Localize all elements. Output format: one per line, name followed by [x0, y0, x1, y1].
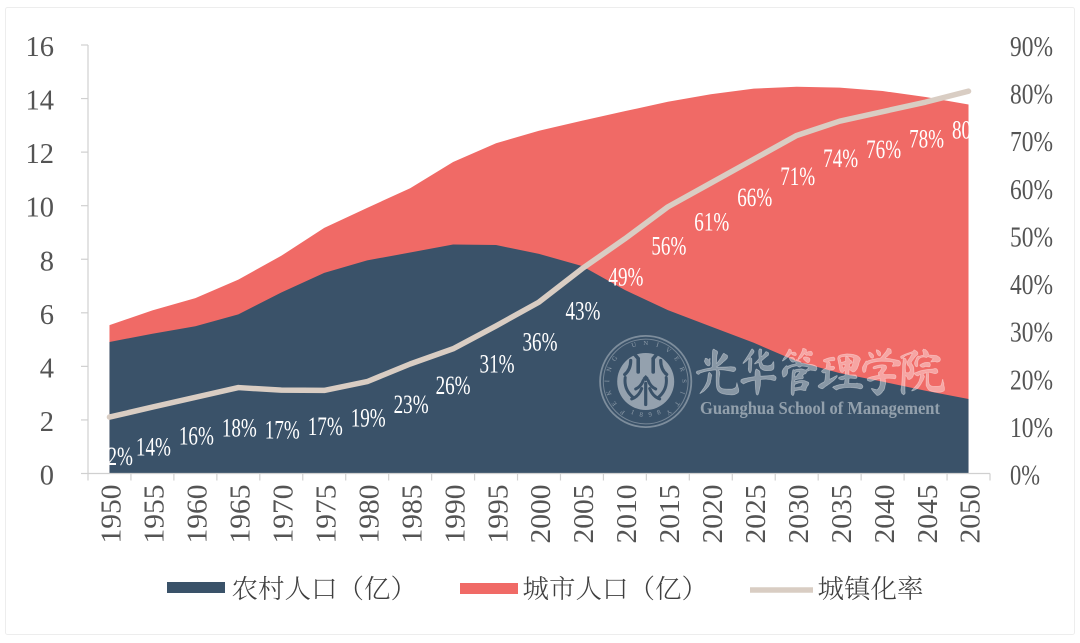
svg-text:23%: 23% [394, 390, 429, 419]
svg-text:19%: 19% [351, 403, 386, 432]
svg-text:43%: 43% [565, 297, 600, 326]
svg-text:8: 8 [656, 409, 662, 417]
svg-text:2030: 2030 [783, 485, 815, 544]
svg-text:50%: 50% [1010, 222, 1053, 253]
svg-text:12: 12 [26, 139, 55, 170]
svg-text:71%: 71% [780, 162, 815, 191]
svg-text:36%: 36% [523, 327, 558, 356]
svg-text:2035: 2035 [826, 485, 858, 544]
svg-text:N: N [643, 340, 648, 347]
svg-text:2015: 2015 [654, 485, 686, 544]
svg-text:G: G [611, 355, 620, 363]
svg-text:1995: 1995 [482, 485, 514, 544]
svg-text:14: 14 [26, 86, 55, 117]
svg-text:I: I [678, 391, 685, 395]
svg-text:2025: 2025 [740, 485, 772, 544]
svg-text:17%: 17% [265, 415, 300, 444]
svg-text:1970: 1970 [267, 485, 299, 544]
svg-text:49%: 49% [608, 263, 643, 292]
svg-text:40%: 40% [1010, 270, 1053, 301]
svg-text:61%: 61% [694, 207, 729, 236]
svg-text:1965: 1965 [225, 485, 257, 544]
svg-text:31%: 31% [480, 350, 515, 379]
svg-text:T: T [673, 400, 681, 407]
svg-text:12%: 12% [98, 442, 133, 471]
svg-text:1955: 1955 [139, 485, 171, 544]
svg-text:18%: 18% [222, 413, 257, 442]
svg-text:2: 2 [40, 407, 54, 438]
svg-text:6: 6 [40, 300, 54, 331]
svg-text:2040: 2040 [869, 485, 901, 544]
svg-text:1975: 1975 [310, 485, 342, 544]
svg-text:74%: 74% [823, 144, 858, 173]
svg-text:20%: 20% [1010, 365, 1053, 396]
svg-text:P: P [619, 408, 626, 416]
svg-text:90%: 90% [1010, 32, 1053, 63]
svg-text:78%: 78% [909, 125, 944, 154]
svg-text:1: 1 [629, 409, 635, 417]
svg-text:K: K [605, 389, 613, 396]
svg-text:8: 8 [40, 246, 54, 277]
svg-text:30%: 30% [1010, 318, 1053, 349]
svg-text:0%: 0% [1010, 461, 1040, 492]
svg-text:76%: 76% [866, 135, 901, 164]
svg-text:2010: 2010 [611, 485, 643, 544]
svg-text:1980: 1980 [353, 485, 385, 544]
svg-text:1990: 1990 [439, 485, 471, 544]
svg-text:16%: 16% [179, 422, 214, 451]
svg-text:14%: 14% [136, 432, 171, 461]
svg-text:70%: 70% [1010, 127, 1053, 158]
svg-text:2050: 2050 [955, 485, 987, 544]
svg-text:R: R [678, 366, 686, 373]
svg-text:26%: 26% [436, 371, 471, 400]
svg-text:2045: 2045 [912, 485, 944, 544]
svg-text:10: 10 [26, 193, 55, 224]
svg-text:66%: 66% [737, 183, 772, 212]
svg-text:17%: 17% [308, 412, 343, 441]
svg-text:2020: 2020 [697, 485, 729, 544]
svg-text:Y: Y [664, 408, 672, 417]
svg-text:1985: 1985 [396, 485, 428, 544]
svg-text:9: 9 [648, 411, 653, 418]
svg-text:60%: 60% [1010, 175, 1053, 206]
svg-text:N: N [606, 366, 614, 373]
svg-text:56%: 56% [651, 232, 686, 261]
svg-text:16: 16 [26, 32, 55, 63]
svg-text:U: U [631, 341, 638, 349]
svg-text:V: V [664, 346, 672, 355]
svg-text:E: E [672, 355, 680, 362]
svg-text:4: 4 [40, 353, 54, 384]
svg-text:I: I [604, 380, 611, 382]
svg-text:S: S [680, 379, 687, 383]
svg-text:10%: 10% [1010, 413, 1053, 444]
svg-text:1950: 1950 [96, 485, 128, 544]
svg-text:80%: 80% [952, 115, 987, 144]
svg-text:0: 0 [40, 461, 54, 492]
svg-text:2000: 2000 [525, 485, 557, 544]
svg-text:I: I [655, 342, 659, 349]
svg-text:E: E [611, 400, 619, 407]
svg-text:80%: 80% [1010, 80, 1053, 111]
svg-text:Guanghua School of Management: Guanghua School of Management [700, 398, 940, 418]
svg-text:1960: 1960 [182, 485, 214, 544]
svg-text:8: 8 [639, 411, 644, 418]
svg-text:2005: 2005 [568, 485, 600, 544]
